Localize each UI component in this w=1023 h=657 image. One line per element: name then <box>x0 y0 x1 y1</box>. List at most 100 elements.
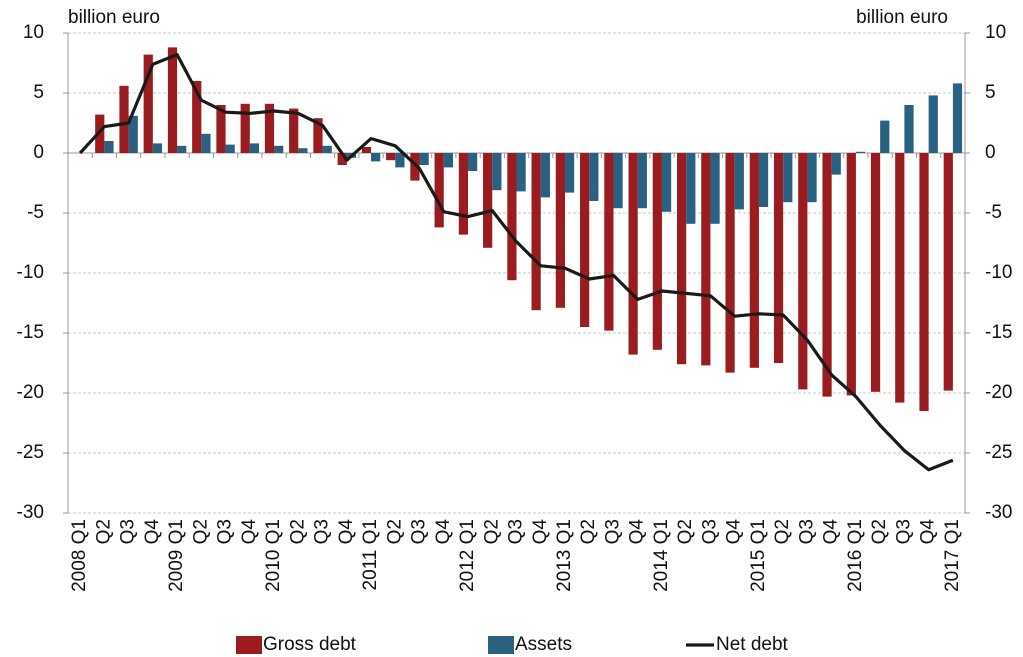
bar <box>831 153 841 175</box>
x-tick-label: 2016 Q1 <box>845 519 866 592</box>
y-tick-label: -10 <box>17 262 44 283</box>
bar <box>822 153 832 397</box>
bar <box>104 141 114 153</box>
legend-label: Assets <box>515 634 572 655</box>
x-tick-label: 2014 Q1 <box>651 519 672 592</box>
legend-swatch <box>488 636 514 654</box>
y-tick-label: 10 <box>23 22 44 43</box>
bar <box>943 153 953 391</box>
y-tick-label: -20 <box>17 382 44 403</box>
bar <box>361 147 372 153</box>
bar <box>434 153 444 228</box>
x-tick-label: Q2 <box>869 519 890 544</box>
x-tick-label: 2013 Q1 <box>554 519 575 592</box>
bar <box>468 153 478 171</box>
y2-tick-label: -5 <box>985 202 1002 223</box>
x-tick-label: Q3 <box>312 519 333 544</box>
x-tick-label: Q3 <box>409 519 430 544</box>
bar <box>895 153 905 403</box>
x-tick-label: Q2 <box>772 519 793 544</box>
bar <box>443 153 453 168</box>
y2-tick-label: 0 <box>985 142 996 163</box>
x-tick-label: Q3 <box>215 519 236 544</box>
y2-tick-label: 10 <box>985 22 1006 43</box>
y2-axis-label: billion euro <box>856 7 948 28</box>
x-tick-label: Q3 <box>506 519 527 544</box>
x-tick-label: Q2 <box>93 519 114 544</box>
bar <box>676 153 687 365</box>
bar <box>225 144 235 153</box>
y-tick-label: 5 <box>33 82 44 103</box>
x-tick-label: 2011 Q1 <box>360 519 381 590</box>
x-tick-label: Q4 <box>530 519 551 545</box>
bar <box>880 120 890 153</box>
bar <box>783 153 793 203</box>
bar <box>216 105 226 153</box>
x-tick-label: Q3 <box>796 519 817 544</box>
y-tick-label: -25 <box>17 442 44 463</box>
x-tick-label: Q4 <box>821 519 842 545</box>
bar <box>928 95 938 153</box>
y-tick-label: 0 <box>33 142 44 163</box>
bar <box>686 153 696 224</box>
bar <box>274 145 284 153</box>
y2-tick-label: -20 <box>985 382 1012 403</box>
bar <box>119 85 129 153</box>
bar <box>725 153 735 373</box>
bar <box>798 153 808 390</box>
bar <box>734 153 744 210</box>
bar <box>580 153 590 327</box>
bar <box>773 153 784 363</box>
bar <box>298 148 308 153</box>
x-tick-label: Q3 <box>602 519 623 544</box>
x-tick-label: Q4 <box>724 519 745 545</box>
x-tick-label: Q3 <box>118 519 139 544</box>
bar <box>870 153 881 392</box>
x-tick-label: Q2 <box>190 519 211 544</box>
bar <box>419 153 429 165</box>
x-tick-label: Q4 <box>142 519 163 545</box>
x-tick-label: Q4 <box>239 519 260 545</box>
bar <box>483 153 493 248</box>
y-tick-label: -30 <box>17 502 44 523</box>
bar <box>710 153 720 224</box>
bar <box>564 153 575 193</box>
y-tick-label: -5 <box>27 202 44 223</box>
y-axis-label: billion euro <box>68 7 160 28</box>
x-tick-label: Q3 <box>699 519 720 544</box>
x-tick-label: Q2 <box>481 519 502 544</box>
bar <box>371 153 381 162</box>
x-tick-label: Q2 <box>384 519 405 544</box>
bar <box>531 153 541 311</box>
bar <box>395 153 405 168</box>
y2-tick-label: 5 <box>985 82 996 103</box>
x-tick-label: Q4 <box>627 519 648 545</box>
bar <box>128 115 138 153</box>
x-tick-label: 2017 Q1 <box>942 519 963 592</box>
bar <box>249 143 260 153</box>
x-tick-label: Q4 <box>336 519 357 545</box>
bar <box>458 153 469 235</box>
x-tick-label: 2009 Q1 <box>166 519 187 592</box>
bar <box>337 153 347 165</box>
x-tick-label: Q2 <box>675 519 696 544</box>
x-tick-label: Q4 <box>918 519 939 545</box>
bar <box>613 153 623 209</box>
bar <box>516 153 526 192</box>
bar <box>143 54 153 153</box>
y2-tick-label: -30 <box>985 502 1012 523</box>
bar <box>289 108 299 153</box>
x-tick-label: 2012 Q1 <box>457 519 478 592</box>
x-tick-label: 2015 Q1 <box>748 519 769 592</box>
bar <box>386 153 396 161</box>
bar <box>410 153 420 181</box>
y2-tick-label: -25 <box>985 442 1012 463</box>
bar <box>758 153 769 207</box>
x-tick-label: Q3 <box>893 519 914 544</box>
bar <box>555 153 565 308</box>
bar <box>661 153 672 212</box>
x-tick-label: Q2 <box>578 519 599 544</box>
bar <box>589 153 599 201</box>
y2-tick-label: -10 <box>985 262 1012 283</box>
